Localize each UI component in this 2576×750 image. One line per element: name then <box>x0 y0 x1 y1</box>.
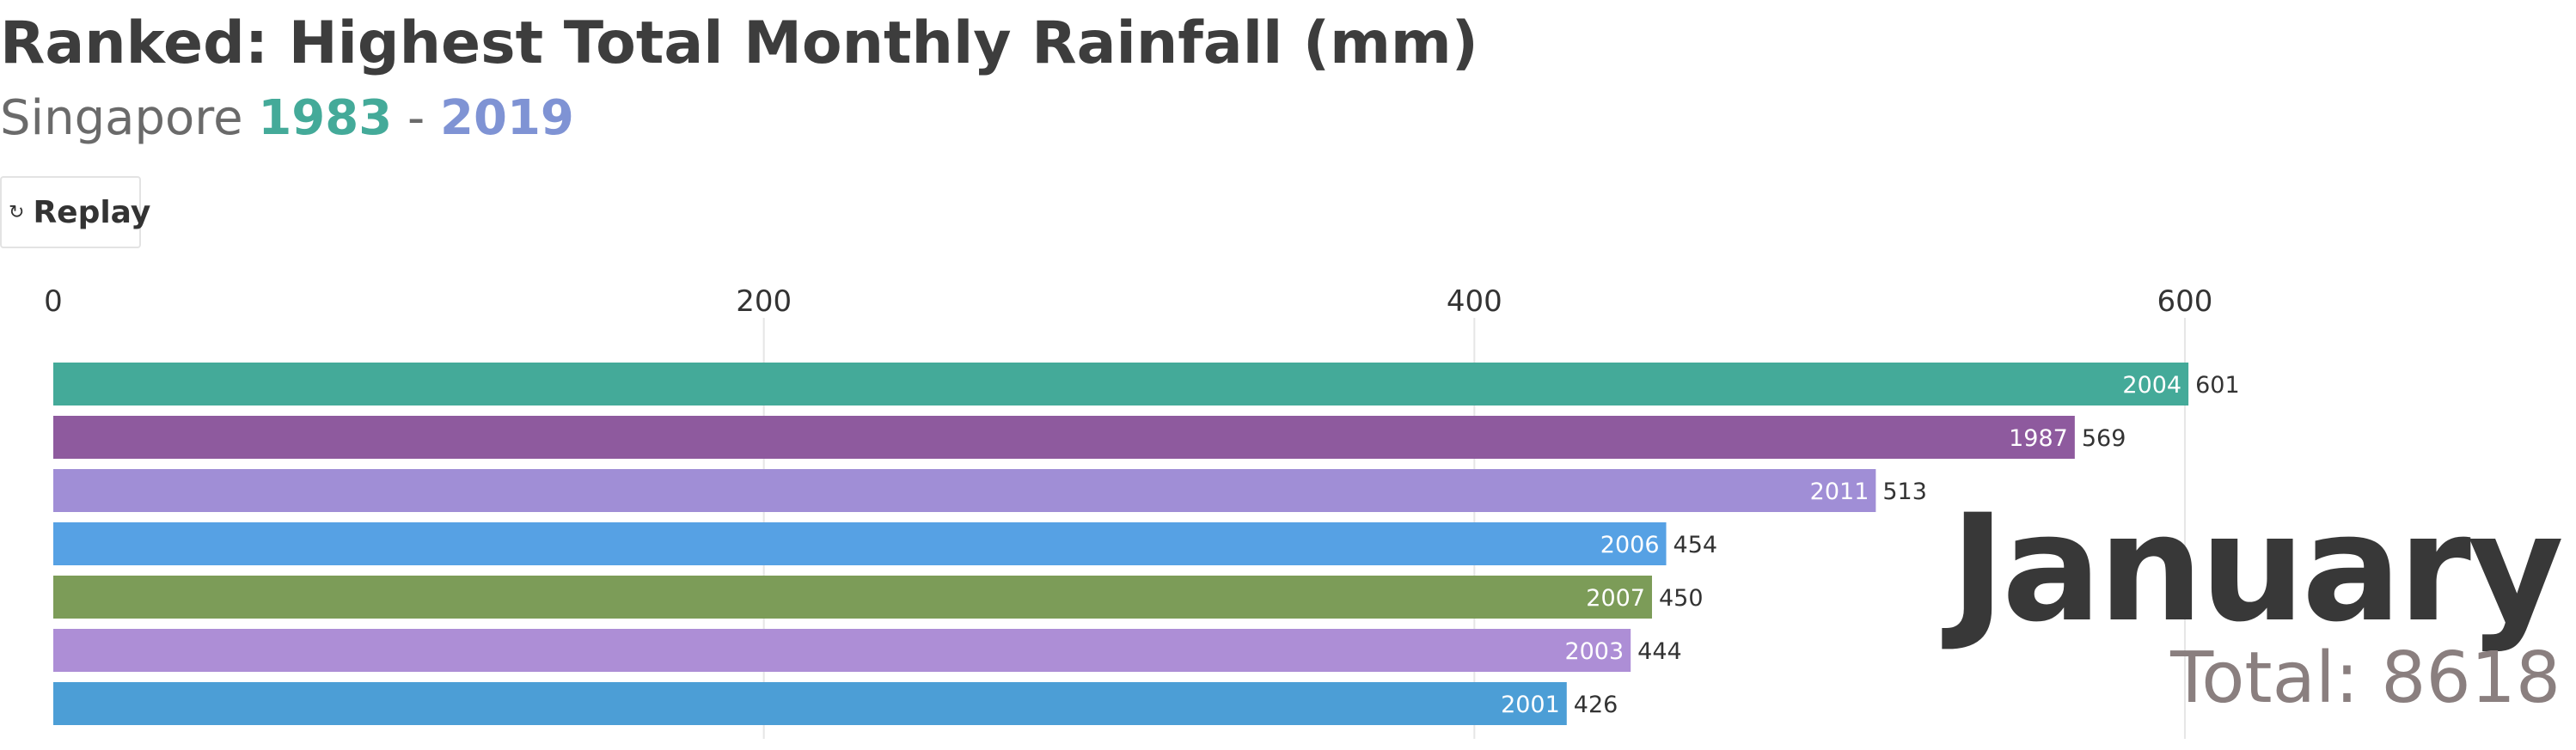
replay-button[interactable]: ↻ Replay <box>0 176 141 248</box>
bar <box>53 363 2188 405</box>
chart-subtitle: Singapore 1983 - 2019 <box>0 84 574 153</box>
subtitle-location: Singapore <box>0 90 243 146</box>
bar-value-label: 450 <box>1659 585 1704 612</box>
x-tick-label: 600 <box>2157 284 2213 319</box>
bar-value-label: 426 <box>1574 692 1618 718</box>
subtitle-year-end: 2019 <box>440 90 574 146</box>
bar <box>53 469 1875 512</box>
x-tick-label: 200 <box>736 284 792 319</box>
chart-title: Ranked: Highest Total Monthly Rainfall (… <box>0 5 1478 82</box>
bar <box>53 682 1567 725</box>
bar-category-label: 1987 <box>2009 425 2068 452</box>
bar-value-label: 454 <box>1673 532 1718 558</box>
total-label: Total: 8618 <box>2170 636 2561 722</box>
month-label: January <box>1950 491 2561 646</box>
bar-category-label: 2007 <box>1586 585 1645 612</box>
bar-category-label: 2011 <box>1810 479 1869 505</box>
x-tick-label: 400 <box>1447 284 1502 319</box>
bar <box>53 629 1631 672</box>
bar-value-label: 444 <box>1637 638 1682 665</box>
bar-value-label: 569 <box>2082 425 2126 452</box>
bar-category-label: 2001 <box>1501 692 1560 718</box>
x-tick-label: 0 <box>44 284 63 319</box>
replay-button-label: Replay <box>33 195 150 230</box>
replay-icon: ↻ <box>9 202 24 223</box>
bar <box>53 416 2075 459</box>
bar <box>53 522 1667 565</box>
bar-value-label: 601 <box>2195 372 2240 399</box>
subtitle-year-start: 1983 <box>258 90 392 146</box>
bar-category-label: 2004 <box>2122 372 2181 399</box>
bar-category-label: 2003 <box>1564 638 1624 665</box>
bar-value-label: 513 <box>1882 479 1927 505</box>
subtitle-separator: - <box>407 90 425 146</box>
bar <box>53 576 1652 619</box>
bar-category-label: 2006 <box>1600 532 1660 558</box>
